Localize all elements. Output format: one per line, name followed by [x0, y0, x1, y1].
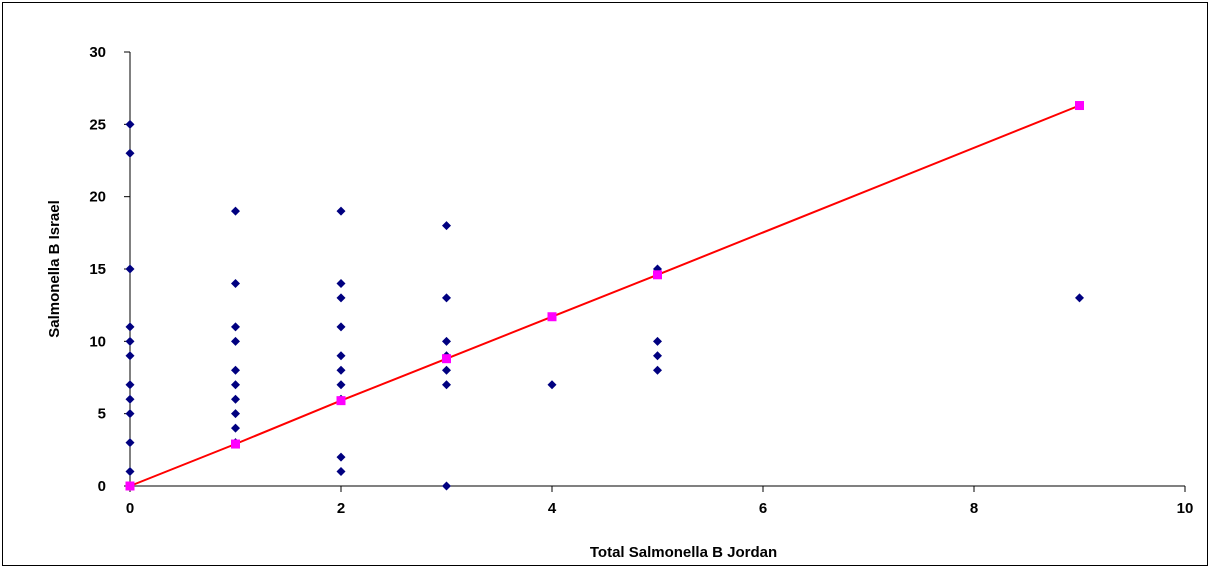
x-tick-label: 2	[337, 500, 345, 517]
x-tick-label: 4	[548, 500, 557, 517]
data-point	[336, 278, 346, 288]
data-point	[547, 380, 557, 390]
data-point	[336, 380, 346, 390]
data-point	[336, 365, 346, 375]
data-point	[336, 452, 346, 462]
data-point	[653, 351, 662, 361]
data-point	[336, 322, 346, 332]
x-tick-label: 10	[1177, 500, 1194, 517]
data-point	[231, 423, 240, 433]
fit-marker	[336, 396, 346, 406]
data-point	[653, 365, 662, 375]
data-point	[442, 481, 451, 491]
y-tick-label: 20	[89, 189, 106, 206]
data-point	[231, 380, 240, 390]
y-tick-label: 0	[98, 478, 106, 495]
data-point	[125, 380, 135, 390]
data-point	[336, 293, 346, 303]
fit-marker	[125, 481, 135, 491]
data-point	[231, 336, 240, 346]
data-point	[231, 394, 240, 404]
data-point	[125, 351, 135, 361]
data-point	[336, 206, 346, 216]
data-point	[125, 394, 135, 404]
data-point	[125, 336, 135, 346]
fit-line-group	[129, 104, 1080, 487]
x-tick-label: 6	[759, 500, 767, 517]
data-point	[442, 336, 451, 346]
data-points	[125, 119, 1084, 491]
data-point	[231, 365, 240, 375]
data-point	[231, 322, 240, 332]
x-tick-label: 0	[126, 500, 134, 517]
data-point	[125, 438, 135, 448]
data-point	[1075, 293, 1084, 303]
data-point	[125, 119, 135, 129]
data-point	[231, 278, 240, 288]
data-point	[336, 467, 346, 477]
y-tick-label: 5	[98, 406, 106, 423]
y-axis-title: Salmonella B Israel	[46, 200, 63, 338]
y-tick-label: 25	[89, 116, 106, 133]
data-point	[336, 351, 346, 361]
data-point	[231, 409, 240, 419]
fit-marker	[547, 312, 557, 322]
data-point	[125, 467, 135, 477]
data-point	[653, 336, 662, 346]
data-point	[125, 409, 135, 419]
y-tick-label: 15	[89, 261, 106, 278]
data-point	[442, 365, 451, 375]
data-point	[125, 264, 135, 274]
fit-marker	[442, 354, 451, 364]
data-point	[442, 293, 451, 303]
fit-line	[129, 104, 1080, 487]
y-tick-label: 10	[89, 333, 106, 350]
fit-marker	[1075, 101, 1084, 111]
data-point	[125, 148, 135, 158]
fit-marker	[653, 270, 662, 280]
data-point	[231, 206, 240, 216]
y-tick-label: 30	[89, 44, 106, 61]
fit-marker	[231, 439, 240, 449]
tick-labels: 0 2 4 6 8 10 0 5 10 15 20 25 30	[89, 44, 1193, 517]
fit-markers	[125, 101, 1084, 491]
x-tick-label: 8	[970, 500, 978, 517]
x-axis-title: Total Salmonella B Jordan	[590, 544, 777, 561]
data-point	[442, 380, 451, 390]
data-point	[442, 221, 451, 231]
data-point	[125, 322, 135, 332]
